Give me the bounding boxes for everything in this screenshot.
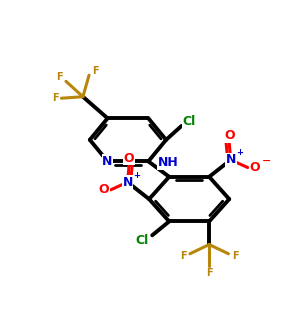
Text: F: F	[92, 66, 98, 76]
Text: O: O	[124, 152, 134, 165]
Text: O: O	[224, 129, 235, 142]
Text: N: N	[122, 176, 133, 189]
Text: −: −	[262, 156, 271, 166]
Text: N: N	[226, 153, 236, 166]
Text: O: O	[249, 161, 260, 174]
Text: N: N	[102, 155, 113, 168]
Text: O: O	[98, 183, 109, 196]
Text: +: +	[133, 170, 140, 179]
Text: F: F	[232, 251, 239, 261]
Text: Cl: Cl	[182, 115, 196, 128]
Text: NH: NH	[158, 157, 178, 169]
Text: +: +	[236, 148, 243, 157]
Text: F: F	[180, 251, 186, 261]
Text: F: F	[56, 72, 63, 82]
Text: F: F	[206, 268, 212, 278]
Text: Cl: Cl	[136, 234, 149, 247]
Text: F: F	[52, 93, 59, 103]
